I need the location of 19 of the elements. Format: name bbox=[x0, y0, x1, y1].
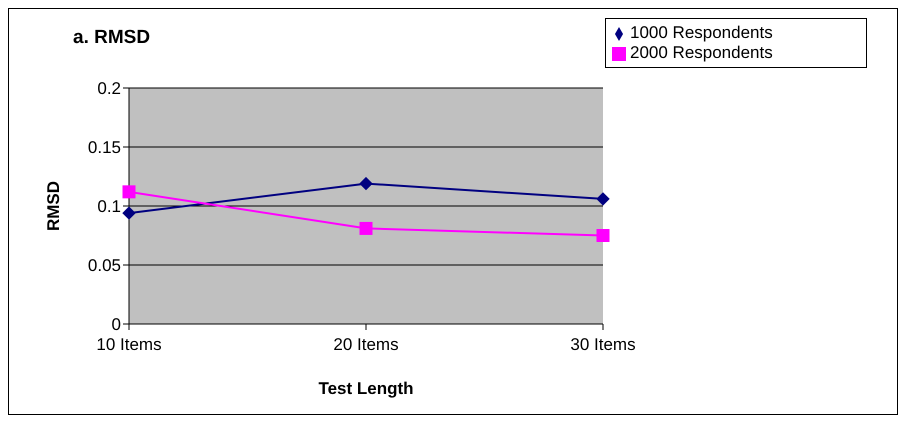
chart-title: a. RMSD bbox=[73, 27, 150, 49]
point bbox=[122, 206, 136, 220]
point bbox=[360, 222, 372, 235]
x-tick-label: 30 Items bbox=[570, 335, 636, 354]
legend-label: 2000 Respondents bbox=[630, 43, 773, 62]
y-axis-title: RMSD bbox=[44, 180, 64, 232]
y-tick-label: 0.2 bbox=[97, 79, 121, 98]
y-tick-label: 0.1 bbox=[97, 197, 121, 216]
x-axis-title: Test Length bbox=[318, 379, 414, 398]
x-tick-label: 10 Items bbox=[96, 335, 162, 354]
legend-label: 1000 Respondents bbox=[630, 23, 773, 42]
y-tick-label: 0.15 bbox=[88, 138, 121, 158]
x-tick-label: 20 Items bbox=[333, 335, 399, 354]
y-tick-label: 0 bbox=[112, 315, 121, 334]
y-tick-label: 0.05 bbox=[88, 256, 121, 276]
point bbox=[360, 177, 372, 190]
point bbox=[122, 185, 136, 198]
point bbox=[596, 192, 610, 206]
point bbox=[596, 229, 610, 242]
